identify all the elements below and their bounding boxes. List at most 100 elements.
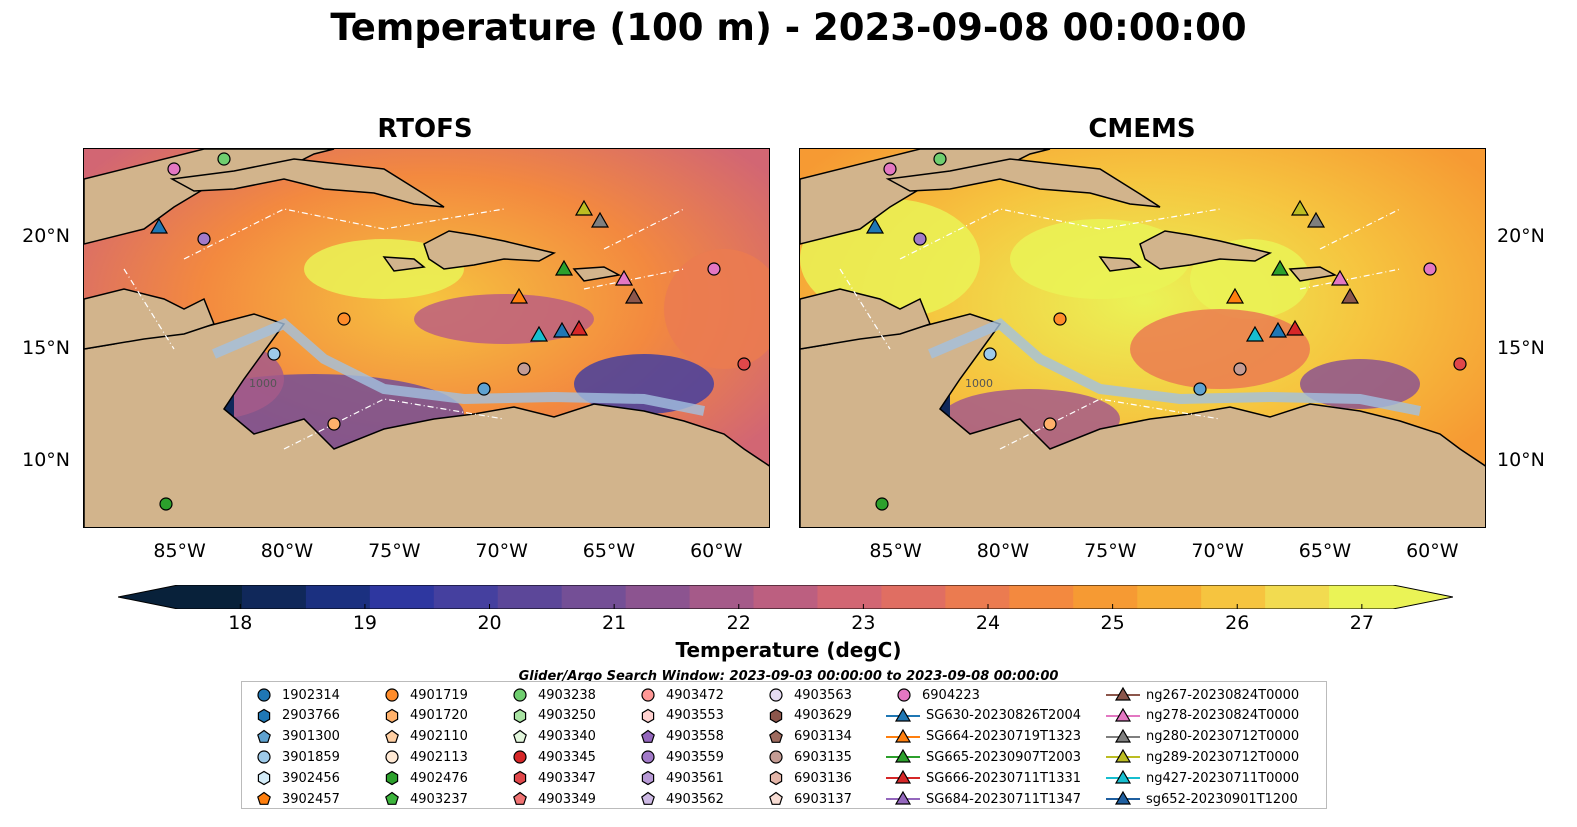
glider-marker xyxy=(554,259,574,276)
legend-label: ng289-20230712T0000 xyxy=(1146,749,1300,765)
tick-label: 20°N xyxy=(22,225,70,248)
legend-label: 6903134 xyxy=(794,729,852,745)
float-marker xyxy=(167,162,181,176)
glider-marker xyxy=(1245,325,1265,342)
legend-label: SG684-20230711T1347 xyxy=(926,791,1082,807)
legend-item: 3901859 xyxy=(254,747,340,767)
legend-item: ng267-20230824T0000 xyxy=(1106,685,1299,705)
legend-label: 4903559 xyxy=(666,749,724,765)
colorbar-bin xyxy=(1009,585,1074,609)
legend-marker-icon xyxy=(641,750,655,764)
float-marker xyxy=(1453,357,1467,371)
tick-label: 80°W xyxy=(976,540,1030,562)
legend-label: ng267-20230824T0000 xyxy=(1146,687,1300,703)
legend-item: 6903135 xyxy=(766,747,852,767)
colorbar-tick-label: 21 xyxy=(602,612,627,634)
legend-item: 4902110 xyxy=(382,727,468,747)
colorbar-bin xyxy=(753,585,818,609)
legend-label: 2903766 xyxy=(282,708,340,724)
glider-marker xyxy=(552,321,572,338)
colorbar-bin xyxy=(1265,585,1330,609)
glider-marker xyxy=(1340,287,1360,304)
legend-item: 4901719 xyxy=(382,685,468,705)
legend-marker-icon xyxy=(513,729,527,743)
legend-marker-icon xyxy=(886,728,920,743)
legend-label: 4903629 xyxy=(794,708,852,724)
legend-item: 4901720 xyxy=(382,706,468,726)
glider-marker xyxy=(1330,269,1350,286)
legend-marker-icon xyxy=(886,707,920,722)
legend-item: 4903349 xyxy=(510,789,596,809)
panel-title-rtofs: RTOFS xyxy=(377,114,473,144)
float-marker xyxy=(337,312,351,326)
tick-label: 20°N xyxy=(1497,225,1545,248)
colorbar-bin xyxy=(1073,585,1138,609)
glider-marker xyxy=(614,269,634,286)
legend-label: 3901859 xyxy=(282,749,340,765)
colorbar-bin xyxy=(497,585,563,609)
legend-label: 4901719 xyxy=(410,687,468,703)
legend-label: 6903136 xyxy=(794,770,852,786)
legend-marker-icon xyxy=(886,790,920,805)
figure-title: Temperature (100 m) - 2023-09-08 00:00:0… xyxy=(330,6,1247,49)
legend-label: 3902457 xyxy=(282,791,340,807)
tick-label: 65°W xyxy=(582,540,636,562)
float-marker xyxy=(707,262,721,276)
legend-label: 4903349 xyxy=(538,791,596,807)
legend-item: ng289-20230712T0000 xyxy=(1106,747,1299,767)
colorbar-bin xyxy=(178,585,243,609)
colorbar-tick-label: 23 xyxy=(851,612,876,634)
float-marker xyxy=(983,347,997,361)
glider-marker xyxy=(149,217,169,234)
colorbar-bin xyxy=(369,585,435,609)
legend-item: SG684-20230711T1347 xyxy=(886,789,1081,809)
legend-marker-icon xyxy=(769,688,783,702)
glider-marker xyxy=(1225,287,1245,304)
float-marker xyxy=(1053,312,1067,326)
tick-label: 75°W xyxy=(1084,540,1137,562)
legend-item: 4903563 xyxy=(766,685,852,705)
legend-item: ng427-20230711T0000 xyxy=(1106,768,1299,788)
tick-label: 15°N xyxy=(22,337,70,360)
glider-marker xyxy=(1290,199,1310,216)
legend-marker-icon xyxy=(769,729,783,743)
legend-label: 6903135 xyxy=(794,749,852,765)
glider-marker xyxy=(1268,321,1288,338)
legend-marker-icon xyxy=(257,708,271,723)
float-marker xyxy=(327,417,341,431)
colorbar-bin xyxy=(881,585,946,609)
legend-item: 4903559 xyxy=(638,747,724,767)
tick-label: 70°W xyxy=(1191,540,1244,562)
glider-marker xyxy=(574,199,594,216)
legend-marker-icon xyxy=(641,791,655,805)
legend-item: 6903137 xyxy=(766,789,852,809)
legend-marker-icon xyxy=(385,708,399,723)
legend-item: 4903238 xyxy=(510,685,596,705)
colorbar-bin xyxy=(945,585,1010,609)
legend-label: ng278-20230824T0000 xyxy=(1146,708,1300,724)
legend-marker-icon xyxy=(641,708,655,723)
colorbar-tick-label: 25 xyxy=(1100,612,1125,634)
legend-marker-icon xyxy=(385,729,399,743)
colorbar-bin xyxy=(433,585,499,609)
legend-marker-icon xyxy=(385,770,399,786)
map-panel-cmems: 1000 xyxy=(799,148,1486,528)
legend-label: 4903345 xyxy=(538,749,596,765)
colorbar-bin xyxy=(817,585,882,609)
legend-label: 3902456 xyxy=(282,770,340,786)
colorbar xyxy=(118,585,1453,609)
legend-label: 4903237 xyxy=(410,791,468,807)
glider-marker xyxy=(1306,211,1326,228)
legend-label: 4901720 xyxy=(410,708,468,724)
legend-label: sg652-20230901T1200 xyxy=(1146,791,1298,807)
legend-marker-icon xyxy=(897,688,911,702)
legend-label: 4903340 xyxy=(538,729,596,745)
colorbar-tick-label: 24 xyxy=(975,612,1001,634)
tick-label: 75°W xyxy=(368,540,421,562)
legend-label: 1902314 xyxy=(282,687,340,703)
legend-marker-icon xyxy=(385,791,399,805)
legend-item: SG664-20230719T1323 xyxy=(886,727,1081,747)
legend-item: SG665-20230907T2003 xyxy=(886,747,1081,767)
legend-label: 6903137 xyxy=(794,791,852,807)
float-marker xyxy=(217,152,231,166)
